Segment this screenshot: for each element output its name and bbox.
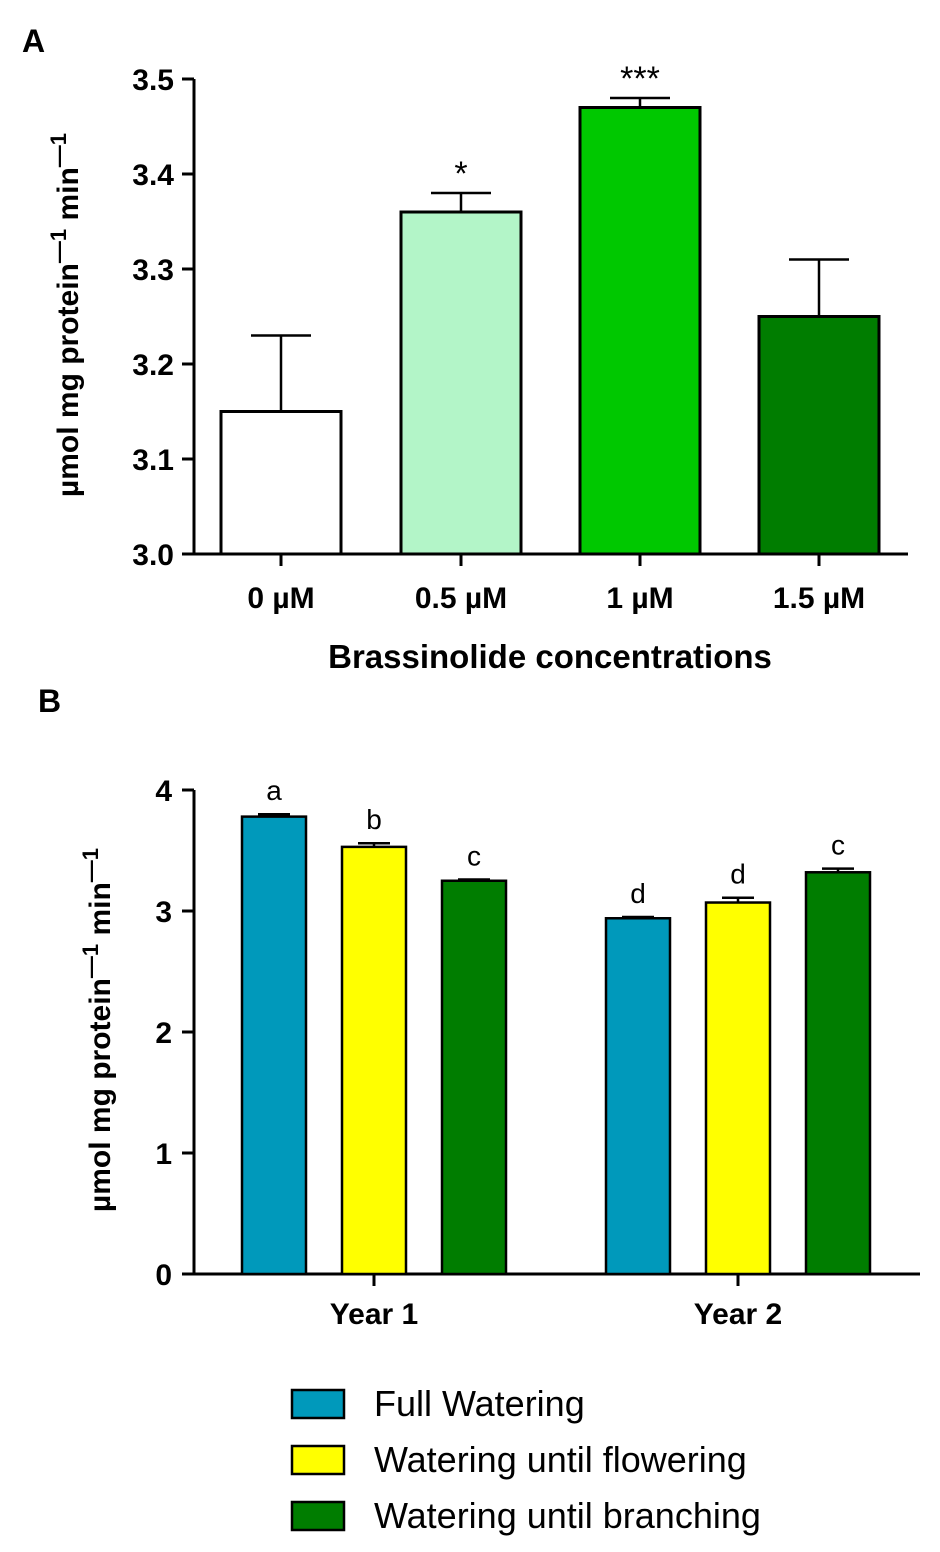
chart-a-y-tick-label: 3.4	[132, 159, 174, 192]
chart-a: 3.0 3.1 3.2 3.3 3.4 3.5 0 µM 0.5 µM * 1 µM *** 1.5 …	[132, 60, 908, 615]
chart-b-legend: Full Watering Watering until flowering Wat…	[290, 1383, 761, 1536]
chart-b-significance-letter: d	[730, 859, 746, 890]
chart-a-bar	[219, 410, 343, 556]
chart-b-bar	[440, 879, 508, 1276]
chart-a-bar	[757, 315, 881, 556]
chart-a-x-axis-title: Brassinolide concentrations	[328, 638, 772, 675]
chart-a-y-tick-label: 3.5	[132, 64, 174, 97]
chart-a-y-axis-title: µmol mg protein—1 min—1	[46, 133, 85, 497]
chart-a-significance-label: ***	[620, 60, 660, 98]
chart-b-bar	[804, 871, 872, 1276]
chart-b-bar	[704, 901, 772, 1276]
chart-b-y-tick-label: 4	[155, 775, 172, 808]
chart-b-x-tick-label: Year 2	[694, 1298, 782, 1331]
panel-label-a: A	[22, 23, 45, 59]
legend-swatch	[290, 1388, 346, 1420]
chart-a-bar	[578, 106, 702, 556]
chart-b-y-axis-title: µmol mg protein—1 min—1	[78, 848, 117, 1212]
legend-swatch	[290, 1500, 346, 1532]
panel-label-b: B	[38, 683, 61, 719]
chart-b-y-tick-label: 0	[155, 1259, 172, 1292]
chart-a-significance-label: *	[454, 155, 467, 193]
chart-b-bar	[340, 845, 408, 1276]
legend-swatch	[290, 1444, 346, 1476]
chart-a-y-tick-label: 3.0	[132, 539, 174, 572]
legend-label: Full Watering	[374, 1383, 585, 1424]
chart-a-x-tick-label: 0 µM	[247, 582, 314, 615]
chart-b-y-tick-label: 2	[155, 1017, 172, 1050]
chart-b-x-tick-label: Year 1	[330, 1298, 418, 1331]
chart-a-y-tick-label: 3.3	[132, 254, 174, 287]
chart-a-bar	[399, 210, 523, 556]
legend-label: Watering until flowering	[374, 1439, 747, 1480]
chart-b-bar	[604, 917, 672, 1276]
chart-b-significance-letter: c	[831, 830, 845, 861]
legend-label: Watering until branching	[374, 1495, 761, 1536]
chart-a-x-tick-label: 1 µM	[606, 582, 673, 615]
chart-a-y-tick-label: 3.1	[132, 444, 174, 477]
chart-b-y-tick-label: 3	[155, 896, 172, 929]
chart-b: 0 1 2 3 4 Year 1 a b c Year 2 d d c	[155, 775, 920, 1331]
chart-a-x-tick-label: 0.5 µM	[415, 582, 507, 615]
chart-b-bar	[240, 815, 308, 1276]
chart-b-significance-letter: a	[266, 775, 282, 806]
chart-a-y-tick-label: 3.2	[132, 349, 174, 382]
chart-b-y-tick-label: 1	[155, 1138, 172, 1171]
chart-b-significance-letter: d	[630, 878, 646, 909]
chart-b-significance-letter: b	[366, 804, 382, 835]
chart-a-x-tick-label: 1.5 µM	[773, 582, 865, 615]
chart-b-significance-letter: c	[467, 841, 481, 872]
